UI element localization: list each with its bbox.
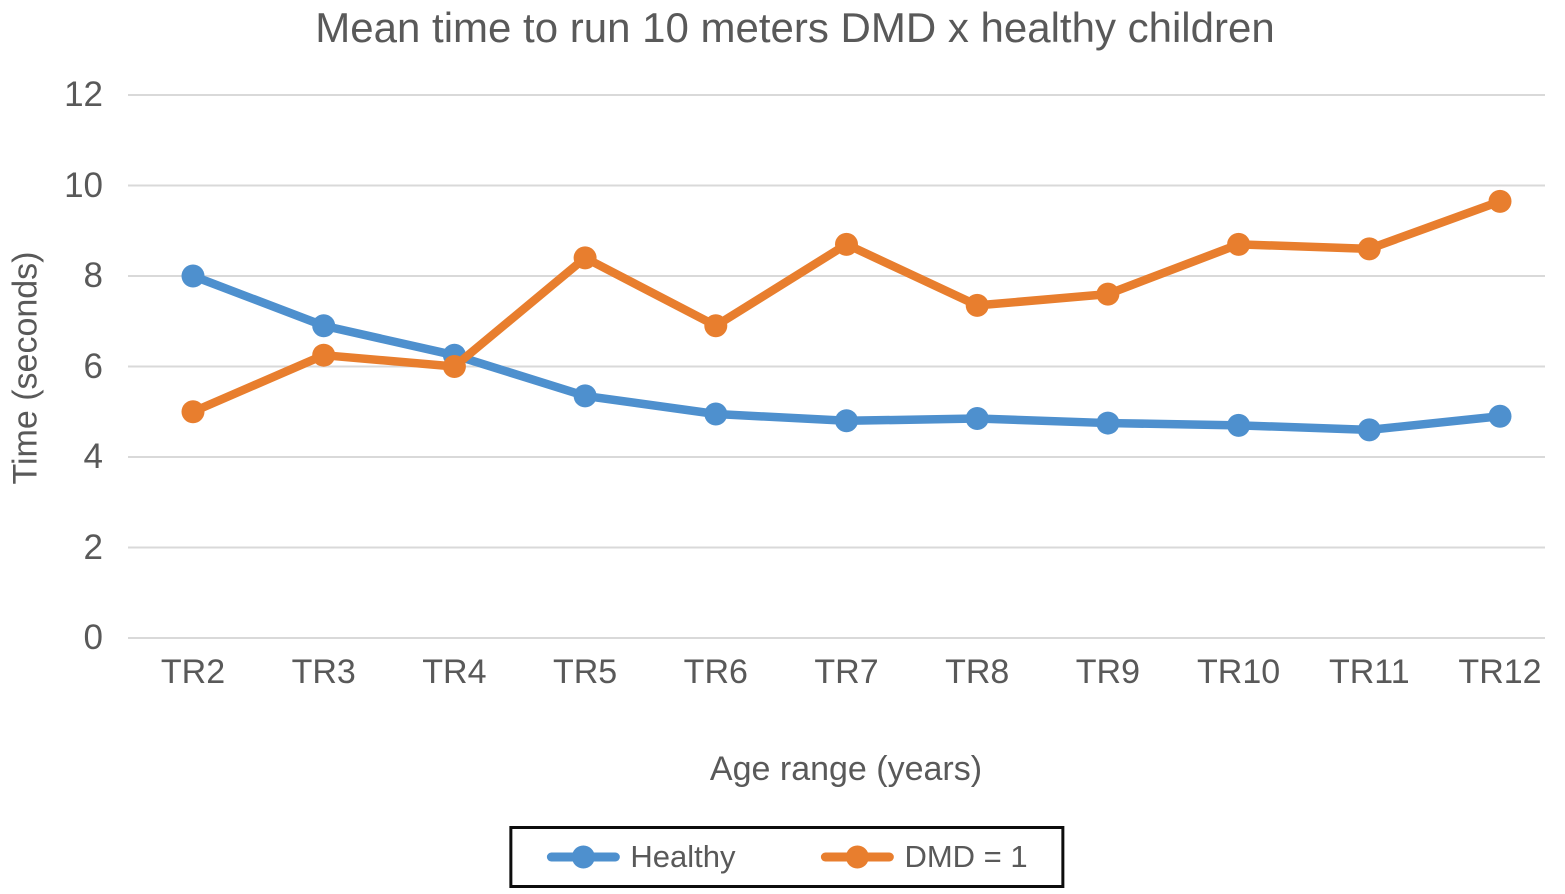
y-tick-label: 4 [83,437,103,476]
legend-label: DMD = 1 [904,839,1028,874]
x-tick-label: TR4 [422,653,487,691]
data-point-dmd-1-tr9 [1096,282,1120,306]
chart-title: Mean time to run 10 meters DMD x healthy… [315,4,1275,51]
legend-item-healthy: Healthy [546,839,735,875]
data-point-healthy-tr8 [965,407,989,431]
x-tick-label: TR12 [1458,653,1542,691]
x-axis-title: Age range (years) [709,750,983,788]
data-point-healthy-tr2 [181,264,205,288]
y-tick-label: 10 [64,165,103,205]
y-tick-label: 2 [83,527,103,567]
data-point-dmd-1-tr4 [442,355,466,378]
data-point-dmd-1-tr10 [1227,232,1251,256]
data-point-dmd-1-tr2 [181,400,205,424]
x-tick-label: TR2 [160,653,226,691]
x-tick-label: TR11 [1328,653,1410,691]
data-point-dmd-1-tr3 [312,343,336,367]
series-line-healthy [188,271,1505,435]
x-tick-label: TR9 [1075,653,1140,691]
data-point-dmd-1-tr5 [573,246,597,270]
legend-item-dmd-1: DMD = 1 [820,839,1028,875]
legend-marker-icon [546,845,620,869]
data-point-healthy-tr7 [835,409,858,433]
y-tick-label: 6 [83,346,103,386]
legend: Healthy DMD = 1 [509,826,1065,888]
x-tick-label: TR5 [552,653,618,691]
y-tick-label: 8 [83,256,103,295]
y-axis-title: Time (seconds) [6,251,45,485]
data-point-dmd-1-tr8 [965,293,989,317]
data-point-healthy-tr3 [312,314,336,338]
data-point-dmd-1-tr11 [1357,237,1381,261]
x-tick-label: TR3 [291,653,356,691]
x-tick-label: TR7 [814,653,879,691]
data-point-dmd-1-tr12 [1488,189,1512,213]
data-point-healthy-tr11 [1357,418,1381,442]
legend-label: Healthy [630,839,736,874]
x-tick-label: TR6 [683,653,748,691]
data-point-dmd-1-tr7 [835,232,858,256]
data-point-dmd-1-tr6 [704,314,728,338]
data-point-healthy-tr12 [1488,404,1512,428]
data-point-healthy-tr9 [1096,411,1120,435]
x-tick-label: TR10 [1197,653,1281,691]
data-point-healthy-tr6 [704,402,728,426]
x-tick-label: TR8 [945,653,1010,691]
legend-marker-icon [820,845,894,869]
y-tick-label: 0 [83,618,103,657]
data-point-healthy-tr5 [573,384,597,408]
y-tick-label: 12 [64,75,103,114]
data-point-healthy-tr10 [1227,413,1251,437]
